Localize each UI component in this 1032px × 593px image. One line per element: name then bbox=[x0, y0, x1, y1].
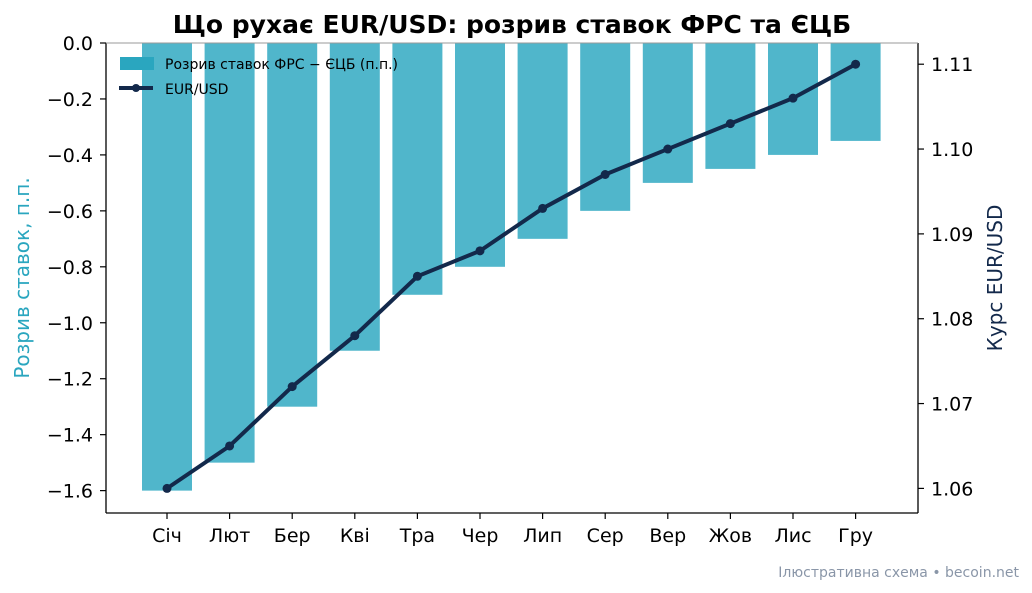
eurusd-point-Кві bbox=[350, 331, 360, 341]
eurusd-point-Сер bbox=[600, 169, 610, 179]
left-tick-label: −1.2 bbox=[47, 369, 93, 391]
eurusd-point-Бер bbox=[287, 382, 297, 392]
bar-Тра bbox=[392, 43, 443, 295]
x-tick-label: Лют bbox=[209, 525, 250, 547]
left-tick-label: 0.0 bbox=[63, 33, 93, 55]
chart-title: Що рухає EUR/USD: розрив ставок ФРС та Є… bbox=[173, 10, 851, 39]
left-tick-label: −0.6 bbox=[47, 201, 93, 223]
left-tick-label: −0.4 bbox=[47, 145, 93, 167]
right-tick-label: 1.11 bbox=[931, 54, 973, 76]
eurusd-point-Чер bbox=[475, 246, 485, 256]
x-tick-label: Тра bbox=[399, 525, 435, 547]
bar-Бер bbox=[267, 43, 318, 407]
eurusd-line bbox=[165, 62, 857, 491]
x-tick-label: Лип bbox=[523, 525, 562, 547]
eurusd-point-Лют bbox=[225, 441, 235, 451]
left-tick-label: −1.6 bbox=[47, 481, 93, 503]
left-tick-label: −1.0 bbox=[47, 313, 93, 335]
line-series bbox=[162, 59, 861, 493]
right-tick-label: 1.10 bbox=[931, 139, 973, 161]
left-tick-label: −0.2 bbox=[47, 89, 93, 111]
x-tick-label: Бер bbox=[274, 525, 311, 547]
x-tick-label: Кві bbox=[340, 525, 370, 547]
bar-Січ bbox=[142, 43, 192, 491]
right-tick-label: 1.06 bbox=[931, 478, 973, 500]
right-tick-label: 1.09 bbox=[931, 224, 973, 246]
right-axis-label: Курс EUR/USD bbox=[983, 205, 1007, 352]
bar-series bbox=[142, 43, 881, 491]
eurusd-point-Січ bbox=[162, 483, 172, 493]
x-tick-label: Сер bbox=[587, 525, 624, 547]
eurusd-point-Лис bbox=[788, 93, 798, 103]
right-tick-label: 1.08 bbox=[931, 309, 973, 331]
bar-Жов bbox=[705, 43, 756, 169]
x-tick-label: Лис bbox=[774, 525, 811, 547]
left-tick-label: −0.8 bbox=[47, 257, 93, 279]
bar-Гру bbox=[830, 43, 881, 141]
x-axis-ticks: Січ Лют Бер Кві Тра Чер Лип Сер Вер Жов Лис Гру bbox=[152, 513, 873, 547]
eurusd-point-Жов bbox=[725, 119, 735, 129]
left-tick-label: −1.4 bbox=[47, 425, 93, 447]
right-tick-label: 1.07 bbox=[931, 394, 973, 416]
eurusd-point-Гру bbox=[851, 59, 861, 69]
x-tick-label: Жов bbox=[709, 525, 752, 547]
eurusd-point-Лип bbox=[538, 203, 548, 213]
legend-line-marker bbox=[132, 84, 140, 92]
right-axis-ticks: 1.06 1.07 1.08 1.09 1.10 1.11 bbox=[918, 54, 973, 500]
x-tick-label: Січ bbox=[152, 525, 182, 547]
bar-Вер bbox=[642, 43, 693, 183]
x-tick-label: Гру bbox=[838, 525, 873, 547]
legend: Розрив ставок ФРС − ЄЦБ (п.п.) EUR/USD bbox=[119, 57, 398, 98]
bar-Кві bbox=[329, 43, 380, 351]
x-tick-label: Вер bbox=[649, 525, 686, 547]
left-axis-label: Розрив ставок, п.п. bbox=[10, 177, 34, 378]
left-axis-ticks: 0.0 −0.2 −0.4 −0.6 −0.8 −1.0 −1.2 −1.4 −1.6 bbox=[47, 33, 106, 503]
legend-bar-label: Розрив ставок ФРС − ЄЦБ (п.п.) bbox=[165, 57, 398, 73]
source-note: Ілюстративна схема • becoin.net bbox=[778, 565, 1019, 581]
bar-Чер bbox=[455, 43, 505, 267]
bar-Лют bbox=[204, 43, 255, 463]
x-tick-label: Чер bbox=[462, 525, 499, 547]
eurusd-point-Тра bbox=[412, 271, 422, 281]
legend-line-label: EUR/USD bbox=[165, 82, 228, 98]
eurusd-point-Вер bbox=[663, 144, 673, 154]
legend-bar-swatch bbox=[120, 57, 154, 70]
